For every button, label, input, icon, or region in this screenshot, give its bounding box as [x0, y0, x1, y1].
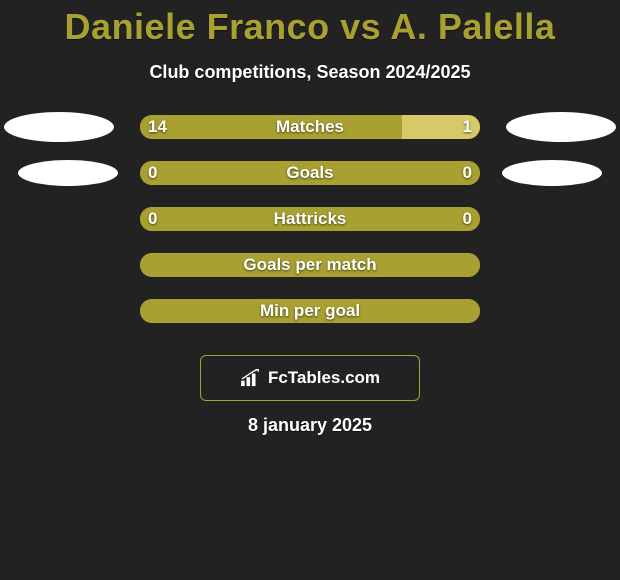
stat-value-left: 0: [148, 161, 157, 185]
stat-row: Min per goal: [0, 299, 620, 345]
stat-bar: Hattricks: [140, 207, 480, 231]
stat-bar: Goals: [140, 161, 480, 185]
stat-row: Hattricks0 0: [0, 207, 620, 253]
stat-rows: Matches141Goals00Hattricks00Goals per ma…: [0, 115, 620, 345]
date-text: 8 january 2025: [0, 415, 620, 436]
bar-chart-icon: [240, 369, 262, 387]
stat-bar: Goals per match: [140, 253, 480, 277]
stat-value-left: 14: [148, 115, 167, 139]
stat-bar: Matches: [140, 115, 480, 139]
stat-value-right: 1: [463, 115, 472, 139]
stat-bar-left: [140, 299, 480, 323]
player-marker-left: [18, 160, 118, 186]
stat-row: Goals per match: [0, 253, 620, 299]
player-marker-left: [4, 112, 114, 142]
stat-bar-left: [140, 115, 402, 139]
stat-value-right: 0: [463, 207, 472, 231]
stat-row: Matches14 1: [0, 115, 620, 161]
stat-bar: Min per goal: [140, 299, 480, 323]
player-marker-right: [506, 112, 616, 142]
stat-value-left: 0: [148, 207, 157, 231]
stat-value-right: 0: [463, 161, 472, 185]
subtitle: Club competitions, Season 2024/2025: [0, 62, 620, 83]
brand-text: FcTables.com: [268, 368, 380, 388]
brand-box: FcTables.com: [200, 355, 420, 401]
stat-bar-left: [140, 253, 480, 277]
stat-row: Goals0 0: [0, 161, 620, 207]
stat-bar-left: [140, 207, 480, 231]
player-marker-right: [502, 160, 602, 186]
stat-bar-left: [140, 161, 480, 185]
page-title: Daniele Franco vs A. Palella: [0, 0, 620, 48]
